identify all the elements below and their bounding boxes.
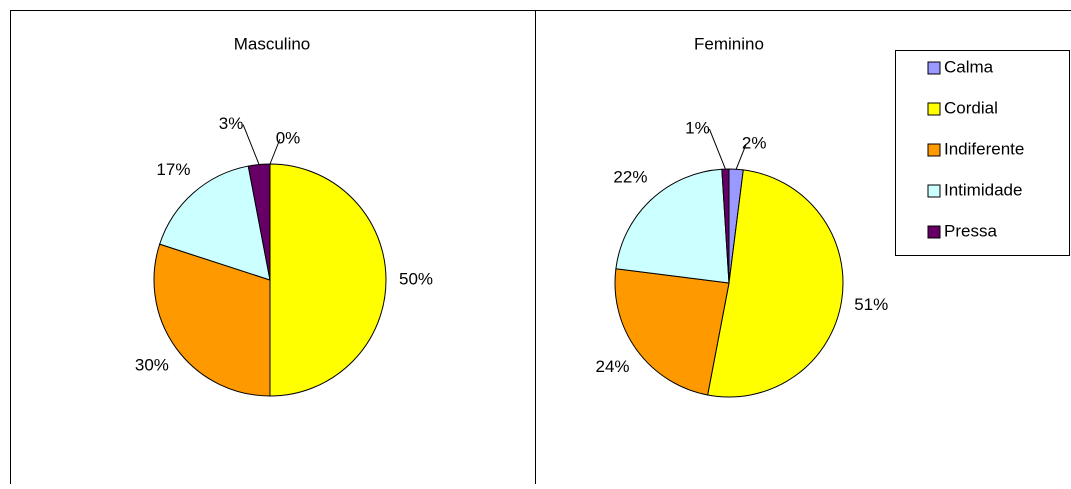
data-label: 24% [595,357,629,376]
data-label: 22% [613,168,647,187]
legend-label: Cordial [944,98,998,117]
pie-slice [270,164,386,396]
legend-label: Calma [944,57,994,76]
data-label: 17% [156,160,190,179]
data-label: 51% [854,295,888,314]
data-label: 1% [685,119,710,138]
legend-swatch [928,62,940,74]
chart-title: Masculino [234,34,311,53]
data-label: 0% [276,128,301,147]
legend-swatch [928,185,940,197]
legend-label: Indiferente [944,139,1024,158]
legend-label: Intimidade [944,180,1022,199]
leader-line [709,129,725,169]
leader-line [243,125,259,165]
data-label: 30% [135,355,169,374]
data-label: 50% [399,269,433,288]
legend-swatch [928,144,940,156]
data-label: 3% [219,114,244,133]
data-label: 2% [742,134,767,153]
legend-swatch [928,226,940,238]
chart-title: Feminino [694,34,764,53]
legend-swatch [928,103,940,115]
legend-label: Pressa [944,221,997,240]
